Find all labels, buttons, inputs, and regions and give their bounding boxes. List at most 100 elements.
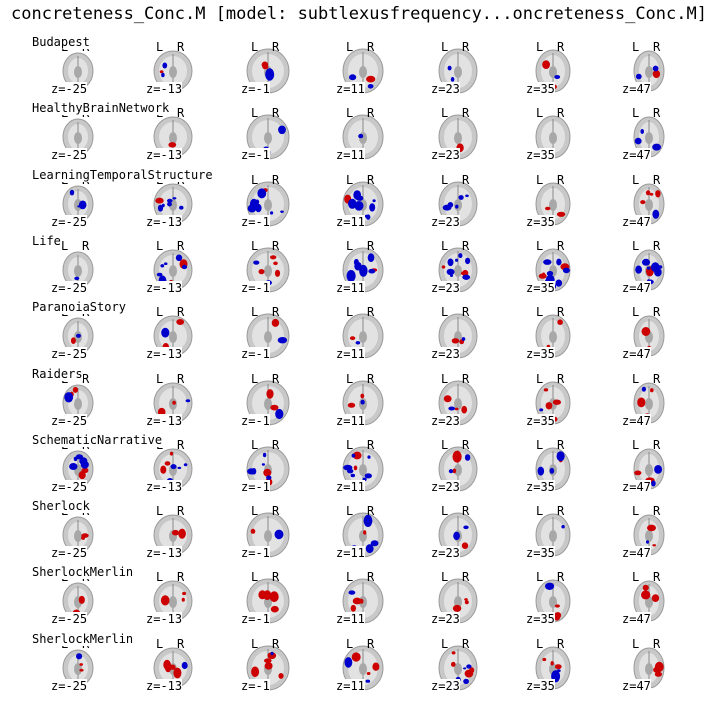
negative-cluster: [442, 204, 452, 211]
positive-cluster: [655, 189, 661, 198]
positive-cluster: [360, 393, 365, 398]
dataset-label: HealthyBrainNetwork: [32, 101, 170, 116]
positive-cluster: [542, 60, 550, 69]
right-orientation-label: R: [462, 371, 470, 386]
slice-coordinate-label: z=-13: [146, 413, 183, 428]
negative-cluster: [266, 475, 272, 480]
positive-cluster: [554, 604, 560, 608]
left-orientation-label: L: [441, 305, 449, 320]
negative-cluster: [463, 525, 469, 530]
positive-cluster: [469, 666, 475, 673]
left-orientation-label: L: [346, 371, 354, 386]
right-orientation-label: R: [82, 238, 90, 253]
positive-cluster: [557, 319, 563, 326]
positive-cluster: [637, 397, 646, 407]
negative-cluster: [355, 195, 364, 201]
positive-cluster: [645, 189, 651, 195]
dataset-label: Raiders: [32, 366, 83, 381]
positive-cluster: [173, 667, 182, 679]
slice-coordinate-label: z=11: [336, 479, 365, 494]
negative-cluster: [365, 679, 371, 683]
right-orientation-label: R: [462, 437, 470, 452]
left-orientation-label: L: [346, 636, 354, 651]
slice-coordinate-label: z=11: [336, 347, 365, 362]
negative-cluster: [466, 664, 472, 669]
negative-cluster: [170, 463, 177, 469]
positive-cluster: [454, 407, 459, 410]
brain-slice-image: [62, 317, 94, 355]
negative-cluster: [163, 262, 168, 265]
positive-cluster: [452, 605, 462, 613]
negative-cluster: [265, 68, 275, 81]
brain-slice-image: [438, 645, 478, 691]
negative-cluster: [372, 198, 376, 202]
slice-coordinate-label: z=35: [526, 678, 555, 693]
positive-cluster: [278, 672, 284, 679]
left-orientation-label: L: [251, 570, 259, 585]
left-orientation-label: L: [346, 504, 354, 519]
negative-cluster: [562, 267, 570, 274]
ventricles: [264, 264, 272, 277]
left-orientation-label: L: [632, 40, 640, 54]
slice-coordinate-label: z=-25: [51, 479, 88, 494]
negative-cluster: [465, 194, 469, 197]
left-orientation-label: L: [156, 238, 164, 253]
positive-cluster: [182, 592, 187, 596]
positive-cluster: [464, 598, 468, 602]
positive-cluster: [78, 470, 86, 479]
slice-coordinate-label: z=23: [431, 612, 460, 627]
positive-cluster: [543, 387, 549, 391]
ventricles: [169, 596, 177, 609]
ventricles: [74, 66, 82, 78]
negative-cluster: [640, 129, 644, 135]
negative-cluster: [545, 582, 555, 591]
positive-cluster: [270, 255, 277, 260]
right-orientation-label: R: [653, 570, 661, 585]
negative-cluster: [278, 125, 286, 135]
negative-cluster: [641, 258, 651, 266]
left-orientation-label: L: [536, 570, 544, 585]
slice-coordinate-label: z=23: [431, 214, 460, 229]
positive-cluster: [171, 529, 180, 536]
left-orientation-label: L: [632, 504, 640, 519]
brain-slice: LRz=-25: [51, 106, 103, 164]
positive-cluster: [652, 544, 656, 547]
ventricles: [169, 331, 177, 344]
positive-cluster: [263, 468, 272, 477]
positive-cluster: [441, 265, 446, 269]
right-orientation-label: R: [367, 570, 375, 585]
dataset-label: SherlockMerlin: [32, 565, 134, 580]
positive-cluster: [160, 595, 170, 606]
left-orientation-label: L: [346, 305, 354, 320]
ventricles: [645, 397, 653, 410]
slice-coordinate-label: z=35: [526, 214, 555, 229]
positive-cluster: [553, 612, 561, 621]
right-orientation-label: R: [272, 437, 280, 452]
positive-cluster: [70, 337, 76, 345]
slice-coordinate-label: z=-13: [146, 347, 183, 362]
negative-cluster: [69, 189, 75, 195]
positive-cluster: [641, 327, 651, 337]
ventricles: [264, 132, 272, 145]
slice-coordinate-label: z=-13: [146, 82, 183, 96]
negative-cluster: [358, 134, 364, 139]
negative-cluster: [351, 453, 356, 458]
negative-cluster: [247, 468, 256, 475]
brain-slice-image: [342, 247, 384, 293]
ventricles: [264, 530, 272, 543]
slice-coordinate-label: z=11: [336, 280, 365, 295]
brain-slice: LRz=-25: [51, 305, 103, 363]
negative-cluster: [175, 254, 183, 261]
